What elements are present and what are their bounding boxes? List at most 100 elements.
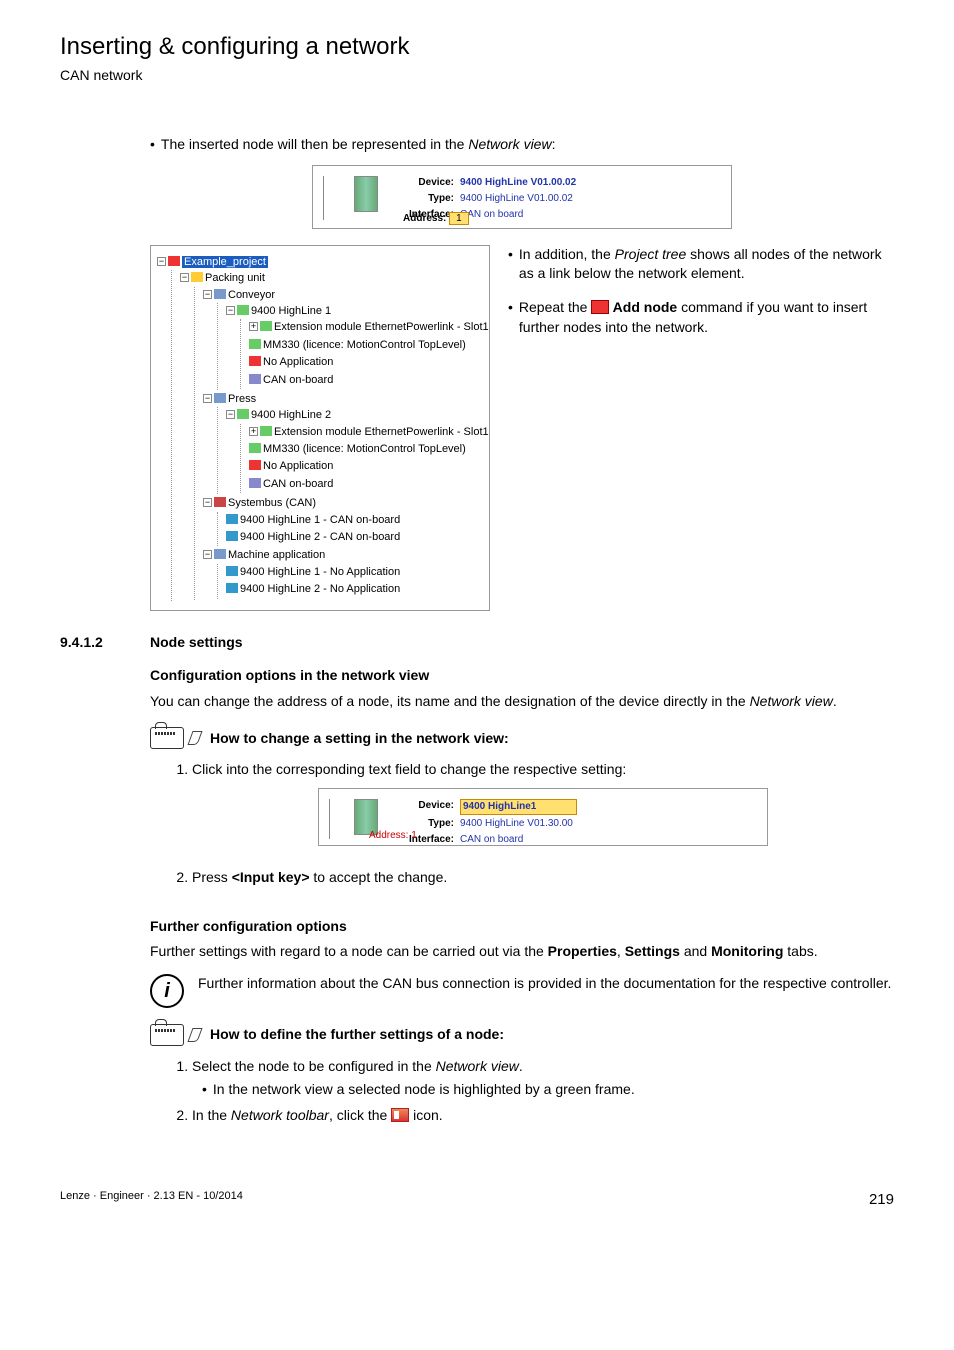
expand-icon[interactable]: + [249,427,258,436]
bus-icon [214,497,226,507]
collapse-icon[interactable]: − [226,410,235,419]
tree-item[interactable]: No Application [263,460,333,472]
howto-steps: Select the node to be configured in the … [192,1054,894,1129]
further-para: Further settings with regard to a node c… [150,942,894,962]
tree-item[interactable]: 9400 HighLine 2 [251,409,331,421]
em: Network toolbar [231,1107,329,1123]
text: Click into the corresponding text field … [192,761,626,777]
tree-item[interactable]: 9400 HighLine 2 - CAN on-board [240,531,400,543]
tree-item[interactable]: CAN on-board [263,374,333,386]
intro-bullet: • The inserted node will then be represe… [150,135,894,155]
text: Select the node to be configured in the [192,1058,436,1074]
text: In the [192,1107,231,1123]
em: Project tree [615,246,687,262]
tree-item[interactable]: 9400 HighLine 2 - No Application [240,583,400,595]
module-icon [249,339,261,349]
tree-item[interactable]: Systembus (CAN) [228,497,316,509]
type-value: 9400 HighLine V01.00.02 [460,192,576,206]
tree-item[interactable]: 9400 HighLine 1 - CAN on-board [240,514,400,526]
howto-pointer-icon [187,731,202,745]
text: tabs. [783,943,817,959]
text: icon. [409,1107,442,1123]
module-icon [249,443,261,453]
project-icon [168,256,180,266]
collapse-icon[interactable]: − [203,550,212,559]
further-head: Further configuration options [150,917,894,937]
chapter-subtitle: CAN network [60,66,894,86]
tree-item[interactable]: 9400 HighLine 1 [251,305,331,317]
tree-item[interactable]: Extension module EthernetPowerlink - Slo… [274,426,489,438]
howto-row: How to change a setting in the network v… [150,727,894,749]
packing-icon [191,272,203,282]
bullet-dot: • [150,135,155,155]
tree-item[interactable]: No Application [263,356,333,368]
text: Repeat the [519,299,591,315]
sub-step-text: In the network view a selected node is h… [213,1080,635,1100]
howto-steps: Click into the corresponding text field … [192,757,894,890]
config-options-para: You can change the address of a node, it… [150,692,894,712]
expand-icon[interactable]: + [249,322,258,331]
text: and [680,943,711,959]
text: Further settings with regard to a node c… [150,943,548,959]
step-item: Press <Input key> to accept the change. [192,865,894,891]
tree-item[interactable]: Conveyor [228,289,275,301]
info-icon: i [150,974,184,1008]
collapse-icon[interactable]: − [226,306,235,315]
text: : [552,136,556,152]
tree-item[interactable]: Press [228,393,256,405]
tree-item[interactable]: MM330 (licence: MotionControl TopLevel) [263,339,466,351]
command: Add node [609,299,677,315]
noapp-icon [249,460,261,470]
collapse-icon[interactable]: − [203,394,212,403]
bullet-dot: • [202,1080,207,1100]
howto-title: How to change a setting in the network v… [210,729,509,749]
machine-icon [214,549,226,559]
address-value: 1 [411,830,417,841]
tree-root[interactable]: Example_project [182,256,268,268]
collapse-icon[interactable]: − [203,498,212,507]
separator-line: _ _ _ _ _ _ _ _ _ _ _ _ _ _ _ _ _ _ _ _ … [60,97,894,111]
section-heading-row: 9.4.1.2 Node settings [60,633,894,653]
tab-name: Settings [625,943,680,959]
device-icon [237,305,249,315]
add-node-icon [591,300,609,314]
side-notes: • In addition, the Project tree shows al… [508,245,894,351]
text: Press [192,869,232,885]
tab-name: Properties [548,943,617,959]
chapter-title: Inserting & configuring a network [60,30,894,64]
tree-item[interactable]: MM330 (licence: MotionControl TopLevel) [263,443,466,455]
info-text: Further information about the CAN bus co… [198,974,891,994]
howto-pointer-icon [187,1028,202,1042]
side-note-text: Repeat the Add node command if you want … [519,298,894,337]
collapse-icon[interactable]: − [157,257,166,266]
key-name: <Input key> [232,869,310,885]
tree-item[interactable]: Machine application [228,549,325,561]
module-icon [260,426,272,436]
howto-icon [150,727,184,749]
page-number: 219 [869,1189,894,1210]
text: , [617,943,625,959]
type-value: 9400 HighLine V01.30.00 [460,817,577,831]
project-tree: − Example_project − Packing unit − Conveyor… [150,245,490,611]
device-label: Device: [408,176,454,190]
tree-item[interactable]: CAN on-board [263,478,333,490]
section-number: 9.4.1.2 [60,633,126,653]
intro-text: The inserted node will then be represent… [161,135,556,155]
footer-left: Lenze · Engineer · 2.13 EN - 10/2014 [60,1189,243,1210]
tree-item[interactable]: Packing unit [205,272,265,284]
text: You can change the address of a node, it… [150,693,750,709]
can-icon [249,374,261,384]
collapse-icon[interactable]: − [180,273,189,282]
text: The inserted node will then be represent… [161,136,468,152]
text: . [833,693,837,709]
link-icon [226,514,238,524]
type-label: Type: [408,192,454,206]
collapse-icon[interactable]: − [203,290,212,299]
device-value-editable[interactable]: 9400 HighLine1 [460,799,577,815]
tree-item[interactable]: 9400 HighLine 1 - No Application [240,566,400,578]
interface-value: CAN on board [460,208,576,222]
toolbar-icon [391,1108,409,1122]
text: . [519,1058,523,1074]
device-icon [237,409,249,419]
tree-item[interactable]: Extension module EthernetPowerlink - Slo… [274,321,489,333]
